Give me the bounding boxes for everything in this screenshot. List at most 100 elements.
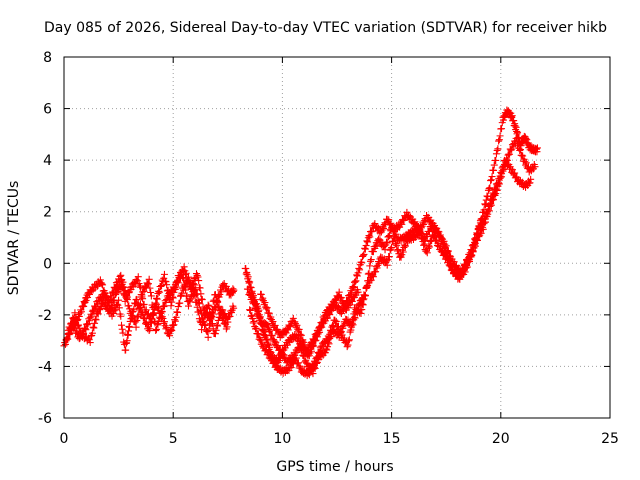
data-point <box>493 146 501 154</box>
data-point <box>208 309 216 317</box>
data-point <box>205 302 213 310</box>
data-point <box>295 325 303 333</box>
data-point <box>226 312 234 320</box>
data-point <box>362 284 370 292</box>
data-point <box>358 300 366 308</box>
y-tick-label: -4 <box>38 359 52 375</box>
data-point <box>193 290 201 298</box>
data-point <box>332 317 340 325</box>
data-point <box>364 238 372 246</box>
data-point <box>447 261 455 269</box>
data-point <box>363 237 371 245</box>
data-point <box>123 337 131 345</box>
x-tick-label: 25 <box>601 431 619 447</box>
data-point <box>420 240 428 248</box>
data-point <box>347 297 355 305</box>
y-tick-label: 0 <box>43 256 52 272</box>
data-point <box>343 343 351 351</box>
data-point <box>310 360 318 368</box>
data-point <box>314 329 322 337</box>
data-point <box>152 300 160 308</box>
data-point <box>509 143 517 151</box>
data-point <box>209 297 217 305</box>
data-point <box>360 250 368 258</box>
data-point <box>246 306 254 314</box>
data-point <box>75 324 83 332</box>
y-tick-label: 8 <box>43 50 52 66</box>
data-point <box>526 179 534 187</box>
data-point <box>425 242 433 250</box>
data-point <box>338 299 346 307</box>
data-point <box>152 325 160 333</box>
data-point <box>106 310 114 318</box>
data-point <box>302 359 310 367</box>
data-point <box>260 342 268 350</box>
data-point <box>270 337 278 345</box>
data-point <box>331 296 339 304</box>
data-point <box>223 323 231 331</box>
data-point <box>136 303 144 311</box>
x-axis-label: GPS time / hours <box>276 459 393 475</box>
data-point <box>391 234 399 242</box>
data-point <box>191 281 199 289</box>
data-point <box>112 289 120 297</box>
data-point <box>79 302 87 310</box>
data-point <box>385 231 393 239</box>
data-point <box>398 220 406 228</box>
data-point <box>468 252 476 260</box>
data-point <box>372 268 380 276</box>
data-point <box>450 258 458 266</box>
data-point <box>198 310 206 318</box>
data-point <box>134 273 142 281</box>
data-point <box>248 293 256 301</box>
data-point <box>474 225 482 233</box>
data-point <box>75 321 83 329</box>
data-point <box>156 315 164 323</box>
data-point <box>119 278 127 286</box>
data-point <box>305 371 313 379</box>
data-point <box>88 287 96 295</box>
data-point <box>511 169 519 177</box>
data-point <box>289 360 297 368</box>
data-point <box>86 339 94 347</box>
data-point <box>496 132 504 140</box>
data-point <box>192 286 200 294</box>
data-point <box>136 300 144 308</box>
data-point <box>312 355 320 363</box>
data-point <box>163 281 171 289</box>
data-point <box>120 283 128 291</box>
data-point <box>121 286 129 294</box>
data-point <box>337 294 345 302</box>
data-point <box>506 150 514 158</box>
data-point <box>308 340 316 348</box>
data-point <box>174 279 182 287</box>
data-point <box>206 320 214 328</box>
data-point <box>356 266 364 274</box>
data-point <box>329 301 337 309</box>
data-point <box>324 332 332 340</box>
data-point <box>182 286 190 294</box>
data-point <box>269 317 277 325</box>
data-point <box>465 256 473 264</box>
data-point <box>158 276 166 284</box>
data-point <box>495 136 503 144</box>
data-point <box>131 318 139 326</box>
data-point <box>359 301 367 309</box>
data-point <box>254 330 262 338</box>
data-point <box>71 309 79 317</box>
data-point <box>476 224 484 232</box>
data-point <box>89 323 97 331</box>
data-point <box>365 232 373 240</box>
data-point <box>383 238 391 246</box>
data-point <box>490 161 498 169</box>
data-point <box>146 325 154 333</box>
data-point <box>174 303 182 311</box>
data-point <box>171 317 179 325</box>
data-point <box>249 314 257 322</box>
data-point <box>217 310 225 318</box>
data-point <box>294 327 302 335</box>
y-tick-label: -6 <box>38 411 52 427</box>
data-point <box>333 292 341 300</box>
data-point <box>248 311 256 319</box>
